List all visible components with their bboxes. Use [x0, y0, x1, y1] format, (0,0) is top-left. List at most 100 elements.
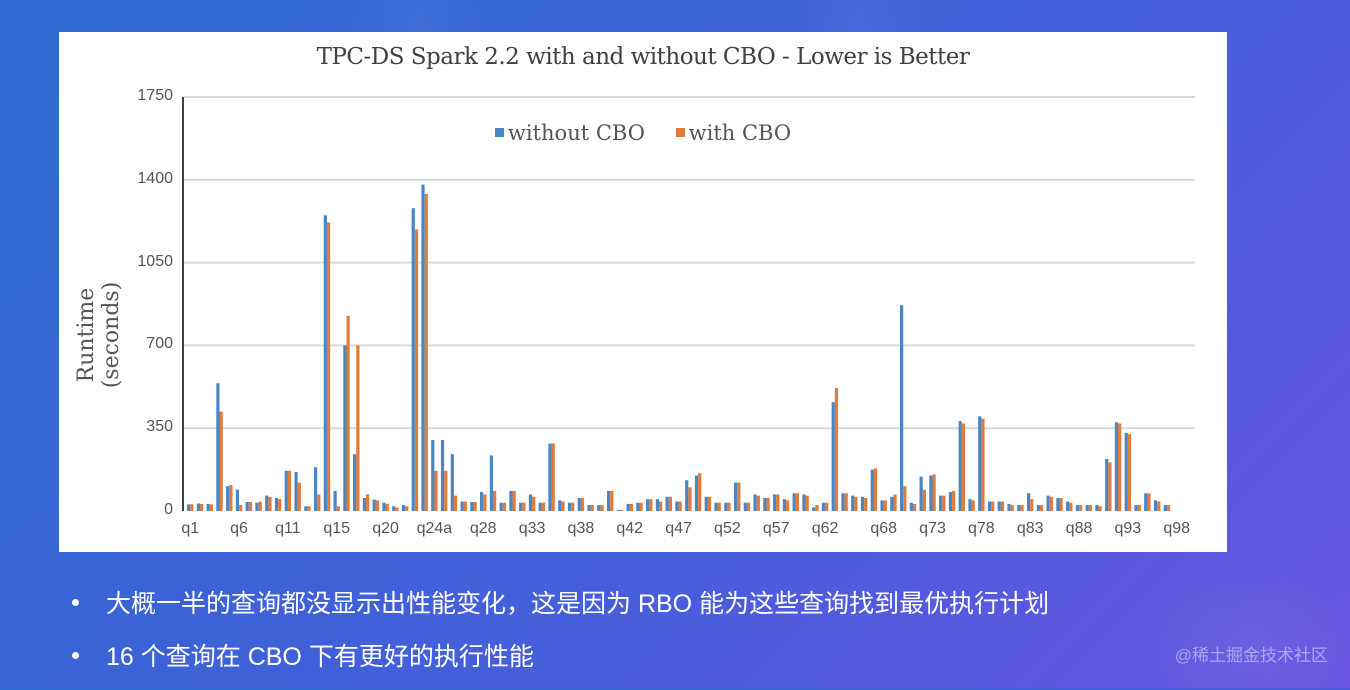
x-tick-label: q57 [762, 520, 790, 537]
bar-with-cbo-q38 [580, 497, 585, 511]
bar-with-cbo-q58 [786, 500, 790, 511]
x-tick-label: q93 [1114, 520, 1142, 537]
bar-with-cbo-q59 [795, 493, 799, 511]
bar-with-cbo-q4 [219, 411, 223, 511]
bar-with-cbo-q78 [981, 418, 985, 511]
bar-without-cbo-q59 [792, 493, 796, 511]
bullet-list: 大概一半的查询都没显示出性能变化，这是因为 RBO 能为这些查询找到最优执行计划… [72, 584, 1049, 690]
bar-without-cbo-q6 [235, 489, 240, 511]
chart-title: TPC-DS Spark 2.2 with and without CBO - … [316, 44, 970, 70]
bar-with-cbo-q3 [209, 504, 213, 511]
bar-with-cbo-q56 [766, 497, 770, 511]
bar-with-cbo-q82 [1020, 505, 1024, 511]
bar-with-cbo-q63 [834, 387, 839, 511]
legend-item-without-cbo: without CBO [494, 121, 645, 145]
bar-without-cbo-q76 [958, 421, 962, 511]
bar-without-cbo-q46 [665, 496, 669, 511]
bar-without-cbo-q58 [782, 499, 787, 511]
x-tick-label: q73 [919, 520, 946, 537]
bar-with-cbo-q57 [776, 494, 780, 511]
bar-without-cbo-q23a [411, 208, 415, 511]
y-tick-label: 700 [146, 335, 173, 353]
bar-without-cbo-q8 [255, 502, 259, 511]
bar-with-cbo-q8 [258, 501, 262, 511]
x-tick-label: q47 [665, 520, 692, 537]
bar-with-cbo-q47 [678, 501, 682, 511]
bar-without-cbo-q30 [499, 502, 503, 511]
bar-with-cbo-q45 [659, 501, 663, 511]
bar-without-cbo-q3 [206, 503, 210, 511]
bar-without-cbo-q50 [704, 496, 708, 511]
bar-with-cbo-q19 [375, 500, 380, 511]
bar-without-cbo-q79 [987, 501, 992, 511]
bar-with-cbo-q49 [698, 473, 702, 511]
bar-without-cbo-q89 [1085, 505, 1089, 511]
x-tick-label: q33 [518, 520, 546, 537]
bar-without-cbo-q84 [1036, 505, 1040, 511]
bullet-item: 16 个查询在 CBO 下有更好的执行性能 [72, 637, 1049, 673]
bar-with-cbo-q40 [610, 490, 614, 511]
bar-without-cbo-q52 [724, 502, 728, 511]
chart-card: TPC-DS Spark 2.2 with and without CBO - … [59, 32, 1227, 552]
bar-with-cbo-q84 [1039, 505, 1044, 511]
legend-swatch-without-cbo-icon [494, 128, 504, 137]
bar-with-cbo-q62 [825, 502, 829, 511]
bar-with-cbo-q81 [1010, 505, 1014, 511]
legend-item-with-cbo: with CBO [675, 121, 791, 145]
bar-with-cbo-q29 [492, 490, 497, 511]
bar-without-cbo-q55 [753, 494, 757, 511]
bar-with-cbo-q42 [629, 503, 633, 511]
bar-with-cbo-q44 [649, 499, 653, 511]
bar-without-cbo-q16 [343, 345, 347, 511]
bar-without-cbo-q63 [831, 402, 835, 511]
bar-with-cbo-q17 [356, 345, 360, 511]
bar-without-cbo-q9 [265, 495, 269, 511]
bullet-text: 16 个查询在 CBO 下有更好的执行性能 [106, 643, 534, 671]
bar-without-cbo-q57 [773, 494, 777, 511]
bar-without-cbo-q20 [382, 502, 386, 511]
bar-without-cbo-q73 [929, 475, 933, 511]
bar-without-cbo-q96 [1153, 500, 1158, 511]
bar-with-cbo-q64 [844, 493, 848, 511]
bar-without-cbo-q13 [304, 506, 308, 511]
bar-without-cbo-q56 [763, 497, 767, 511]
bar-without-cbo-q53 [733, 482, 738, 511]
bar-with-cbo-q89 [1088, 505, 1093, 511]
bar-with-cbo-q35 [551, 443, 555, 511]
bar-with-cbo-q79 [991, 501, 995, 511]
bar-without-cbo-q12 [294, 471, 298, 511]
bar-with-cbo-q28 [483, 494, 487, 511]
bar-without-cbo-q4 [216, 383, 220, 511]
bar-with-cbo-q86 [1059, 497, 1063, 511]
bar-without-cbo-q37 [567, 502, 572, 511]
x-tick-label: q28 [469, 520, 497, 537]
bar-with-cbo-q87 [1069, 502, 1073, 511]
bar-with-cbo-q6 [239, 505, 243, 511]
bar-plot-area [182, 96, 1195, 512]
bar-without-cbo-q62 [821, 502, 826, 511]
bar-with-cbo-q20 [385, 503, 389, 511]
bar-without-cbo-q18 [362, 497, 367, 511]
bar-with-cbo-q46 [668, 496, 673, 511]
bar-with-cbo-q73 [932, 474, 936, 511]
bar-with-cbo-q50 [707, 496, 712, 511]
bar-with-cbo-q26 [463, 501, 467, 511]
bar-with-cbo-q90 [1098, 506, 1102, 511]
bar-with-cbo-q85 [1049, 496, 1053, 511]
bar-with-cbo-q77 [971, 500, 975, 511]
bar-with-cbo-q23a [414, 229, 419, 512]
bar-without-cbo-q36 [558, 500, 562, 511]
bar-with-cbo-q66 [864, 497, 868, 511]
bar-with-cbo-q11 [287, 470, 292, 511]
x-tick-label: q98 [1163, 520, 1191, 537]
bar-without-cbo-q39b [597, 505, 601, 511]
bar-without-cbo-q91 [1105, 458, 1109, 511]
bar-without-cbo-q70 [899, 305, 904, 511]
bar-without-cbo-q11 [284, 470, 288, 511]
bar-without-cbo-q66 [860, 496, 865, 511]
bar-without-cbo-q71 [909, 502, 913, 511]
bar-without-cbo-q97 [1163, 505, 1167, 511]
bar-without-cbo-q93 [1124, 432, 1128, 511]
bar-without-cbo-q7 [245, 502, 249, 511]
y-tick-label: 1400 [137, 169, 173, 187]
